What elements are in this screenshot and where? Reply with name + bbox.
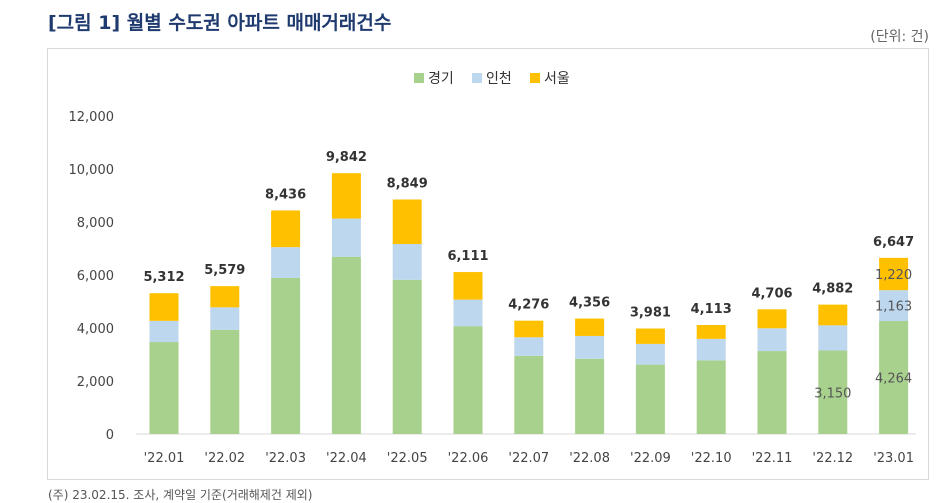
y-tick-label: 2,000: [77, 375, 114, 390]
bar-segment: [575, 318, 605, 336]
segment-label: 1,220: [875, 268, 912, 283]
legend-label: 서울: [544, 71, 570, 87]
bar-segment: [210, 329, 240, 434]
footnote: (주) 23.02.15. 조사, 계약일 기준(거래해제건 제외): [48, 488, 313, 502]
y-tick-label: 6,000: [77, 269, 114, 284]
legend-label: 경기: [428, 71, 454, 87]
x-tick-label: '23.01: [873, 451, 914, 466]
bar-segment: [514, 337, 544, 356]
bar-segment: [210, 307, 240, 330]
y-tick-label: 4,000: [77, 322, 114, 337]
bar-segment: [879, 290, 909, 322]
total-label: 3,981: [630, 306, 671, 321]
x-tick-label: '22.08: [569, 451, 610, 466]
x-tick-label: '22.01: [144, 451, 185, 466]
bar-segment: [514, 355, 544, 434]
segment-label: 4,264: [875, 372, 912, 387]
total-label: 9,842: [326, 150, 367, 165]
y-tick-label: 12,000: [69, 110, 115, 125]
bar-segment: [696, 325, 726, 339]
bar-segment: [514, 320, 544, 338]
stacked-bar-chart: 0 2,000 4,000 6,000 8,000 10,000 12,000 5,312 '2…: [69, 71, 916, 466]
y-tick-label: 10,000: [69, 163, 115, 178]
x-tick-label: '22.03: [265, 451, 306, 466]
bar-segment: [331, 173, 361, 219]
bar-segment: [696, 360, 726, 434]
x-tick-label: '22.06: [448, 451, 489, 466]
bar-segment: [757, 309, 787, 329]
bar-segment: [453, 299, 483, 327]
bar-segment: [879, 321, 909, 434]
chart-area: 0 2,000 4,000 6,000 8,000 10,000 12,000 5,312 '2…: [47, 48, 929, 480]
x-tick-label: '22.02: [204, 451, 245, 466]
total-label: 4,356: [569, 296, 610, 311]
legend-swatch: [530, 73, 540, 83]
figure-title: [그림 1] 월별 수도권 아파트 매매거래건수: [48, 12, 392, 34]
bar-segment: [392, 243, 422, 280]
bar-segment: [392, 279, 422, 434]
total-label: 6,647: [873, 235, 914, 250]
total-label: 4,882: [812, 282, 853, 297]
legend-swatch: [472, 73, 482, 83]
x-tick-label: '22.11: [752, 451, 793, 466]
bar-segment: [879, 257, 909, 291]
segment-label: 1,163: [875, 300, 912, 315]
segment-label: 3,150: [814, 386, 851, 401]
bar-segment: [818, 304, 848, 326]
bar-segment: [575, 335, 605, 359]
total-label: 4,706: [751, 286, 792, 301]
total-label: 5,312: [143, 270, 184, 285]
bar-segment: [757, 351, 787, 434]
legend-swatch: [414, 73, 424, 83]
bar-segment: [392, 199, 422, 244]
bar-segment: [635, 364, 665, 434]
bar-segment: [149, 293, 179, 321]
bar-segment: [635, 328, 665, 344]
y-tick-label: 0: [106, 428, 114, 443]
bar-segment: [331, 256, 361, 434]
total-label: 8,849: [387, 177, 428, 192]
bar-segment: [635, 343, 665, 365]
total-label: 6,111: [447, 249, 488, 264]
bar-segment: [210, 286, 240, 308]
bar-segment: [818, 350, 848, 434]
bar-segment: [271, 210, 301, 248]
x-tick-label: '22.04: [326, 451, 367, 466]
bar-segment: [149, 320, 179, 343]
y-tick-label: 8,000: [77, 216, 114, 231]
x-tick-label: '22.07: [508, 451, 549, 466]
x-tick-label: '22.09: [630, 451, 671, 466]
bar-segment: [757, 328, 787, 352]
bar-segment: [453, 272, 483, 300]
bar-segment: [271, 247, 301, 278]
total-label: 5,579: [204, 263, 245, 278]
bar-segment: [271, 277, 301, 434]
bar-segment: [149, 342, 179, 434]
bar-segment: [331, 218, 361, 257]
unit-label: (단위: 건): [870, 29, 929, 45]
bar-segment: [696, 338, 726, 361]
bar-segment: [575, 358, 605, 434]
x-tick-label: '22.10: [691, 451, 732, 466]
legend-label: 인천: [486, 71, 512, 87]
x-tick-label: '22.12: [812, 451, 853, 466]
total-label: 8,436: [265, 187, 306, 202]
x-tick-label: '22.05: [387, 451, 428, 466]
total-label: 4,113: [691, 302, 732, 317]
bar-segment: [453, 326, 483, 434]
bar-segment: [818, 325, 848, 351]
total-label: 4,276: [508, 298, 549, 313]
